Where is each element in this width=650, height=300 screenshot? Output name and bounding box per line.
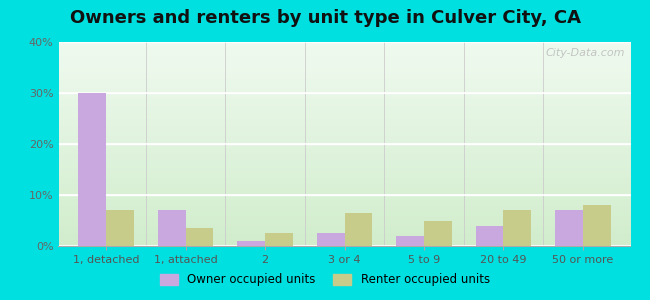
Bar bbox=[186, 228, 213, 246]
Bar bbox=[158, 210, 186, 246]
Bar bbox=[106, 210, 134, 246]
Text: Owners and renters by unit type in Culver City, CA: Owners and renters by unit type in Culve… bbox=[70, 9, 580, 27]
Bar bbox=[476, 226, 503, 246]
Bar bbox=[424, 220, 452, 246]
Bar bbox=[237, 241, 265, 246]
Bar bbox=[396, 236, 424, 246]
Bar bbox=[503, 210, 531, 246]
Bar bbox=[317, 233, 345, 246]
Text: City-Data.com: City-Data.com bbox=[545, 48, 625, 58]
Bar bbox=[555, 210, 583, 246]
Bar bbox=[344, 213, 372, 246]
Legend: Owner occupied units, Renter occupied units: Owner occupied units, Renter occupied un… bbox=[155, 269, 495, 291]
Bar bbox=[265, 233, 293, 246]
Bar bbox=[79, 93, 106, 246]
Bar bbox=[583, 205, 610, 246]
